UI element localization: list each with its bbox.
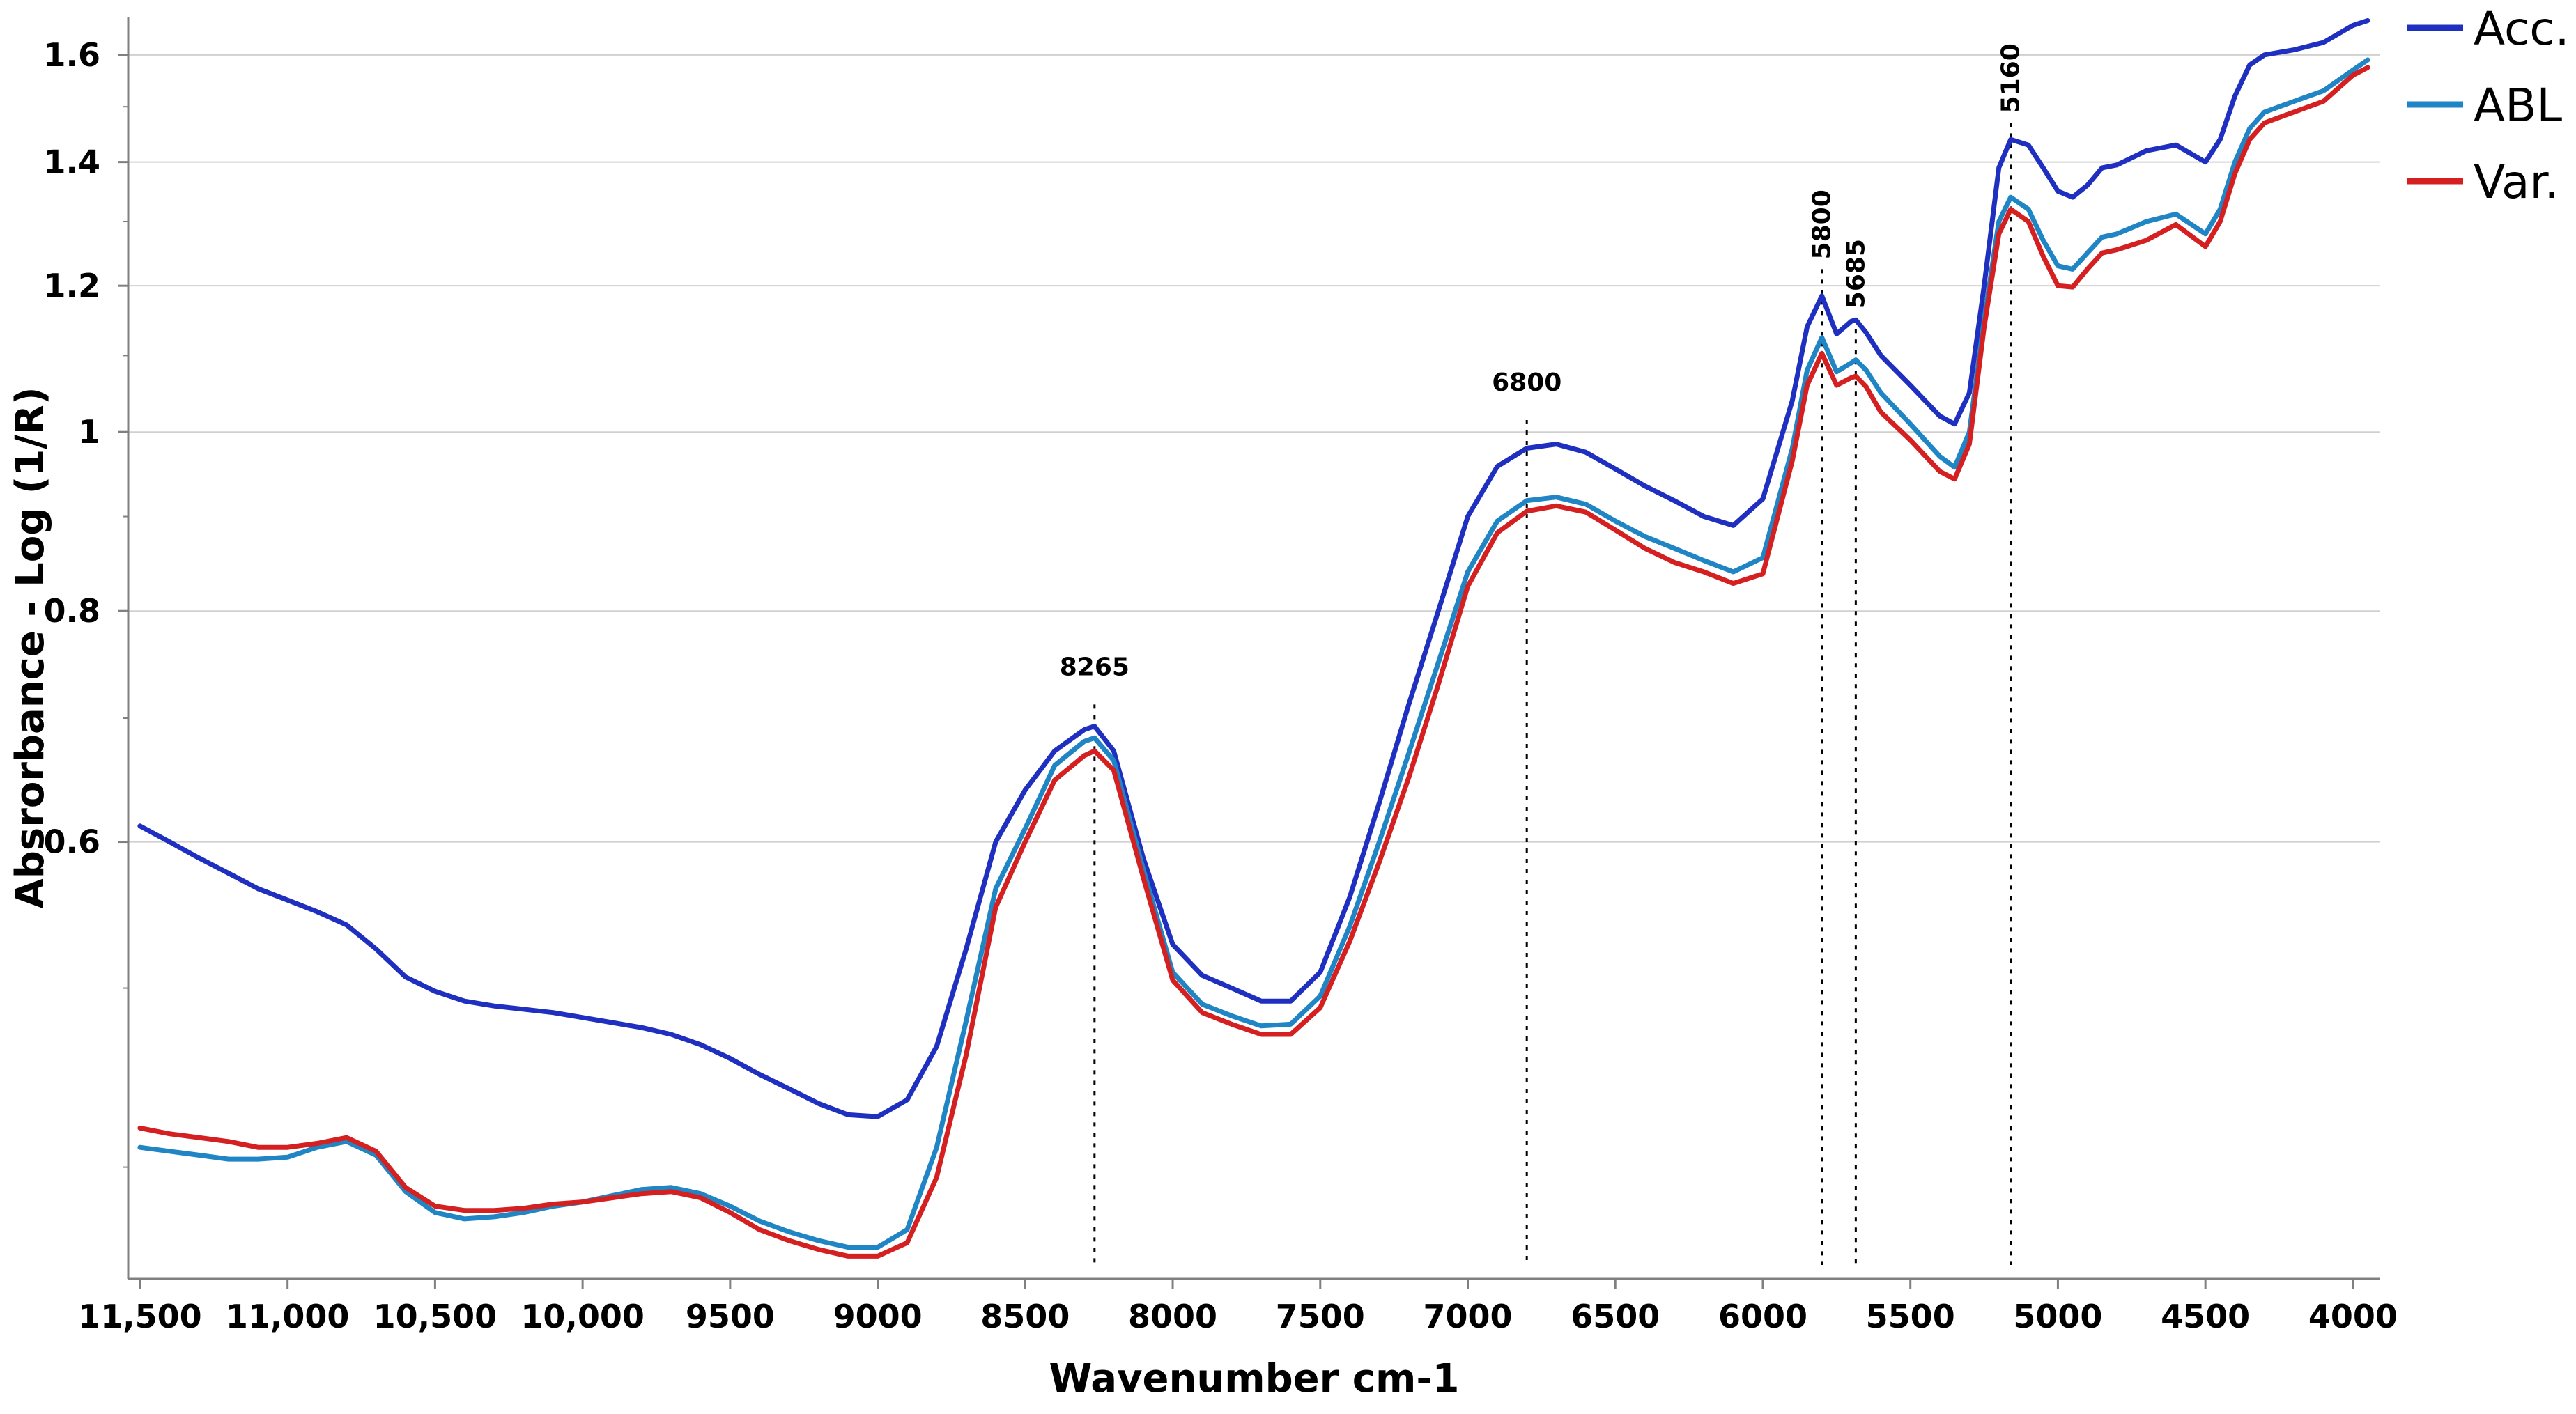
x-tick-label: 9500	[686, 1298, 775, 1335]
x-tick-label: 11,500	[78, 1298, 202, 1335]
tick-labels: 0.6 0.8 1 1.2 1.4 1.6 11,500 11,000 10,500 10,000…	[44, 36, 2398, 1335]
x-tick-label: 6500	[1571, 1298, 1660, 1335]
x-tick-label: 7500	[1276, 1298, 1365, 1335]
axes	[127, 17, 2380, 1280]
y-tick-label: 1	[78, 413, 100, 451]
x-tick-label: 11,000	[226, 1298, 350, 1335]
peak-label: 6800	[1492, 368, 1561, 397]
legend-label: ABL	[2474, 79, 2562, 132]
x-tick-label: 8500	[980, 1298, 1070, 1335]
y-tick-label: 1.4	[44, 143, 101, 181]
series-lines	[137, 18, 2370, 1259]
x-tick-label: 10,500	[373, 1298, 498, 1335]
y-axis-title: Absrorbance - Log (1/R)	[8, 387, 53, 908]
peak-label: 5685	[1842, 239, 1870, 309]
legend-label: Acc.	[2474, 2, 2570, 56]
y-tick-label: 0.8	[44, 592, 101, 630]
x-tick-label: 6000	[1718, 1298, 1807, 1335]
y-tick-label: 0.6	[44, 823, 101, 861]
x-tick-label: 5500	[1866, 1298, 1955, 1335]
legend: Acc. ABL Var.	[2407, 2, 2570, 209]
x-tick-label: 9000	[833, 1298, 923, 1335]
x-tick-label: 8000	[1128, 1298, 1217, 1335]
x-tick-label: 4500	[2161, 1298, 2250, 1335]
peak-label: 8265	[1060, 653, 1129, 681]
peak-label: 5160	[1997, 43, 2026, 113]
x-axis-title: Wavenumber cm-1	[1049, 1356, 1459, 1401]
y-tick-label: 1.2	[44, 267, 101, 304]
x-tick-label: 10,000	[520, 1298, 645, 1335]
series-line-acc	[137, 18, 2370, 1119]
grid	[128, 54, 2380, 843]
x-tick-label: 5000	[2013, 1298, 2102, 1335]
peak-label: 5800	[1808, 189, 1837, 259]
x-tick-label: 4000	[2308, 1298, 2398, 1335]
series-line-var	[137, 65, 2370, 1259]
x-tick-label: 7000	[1423, 1298, 1512, 1335]
legend-label: Var.	[2474, 155, 2559, 209]
y-tick-label: 1.6	[44, 36, 101, 74]
